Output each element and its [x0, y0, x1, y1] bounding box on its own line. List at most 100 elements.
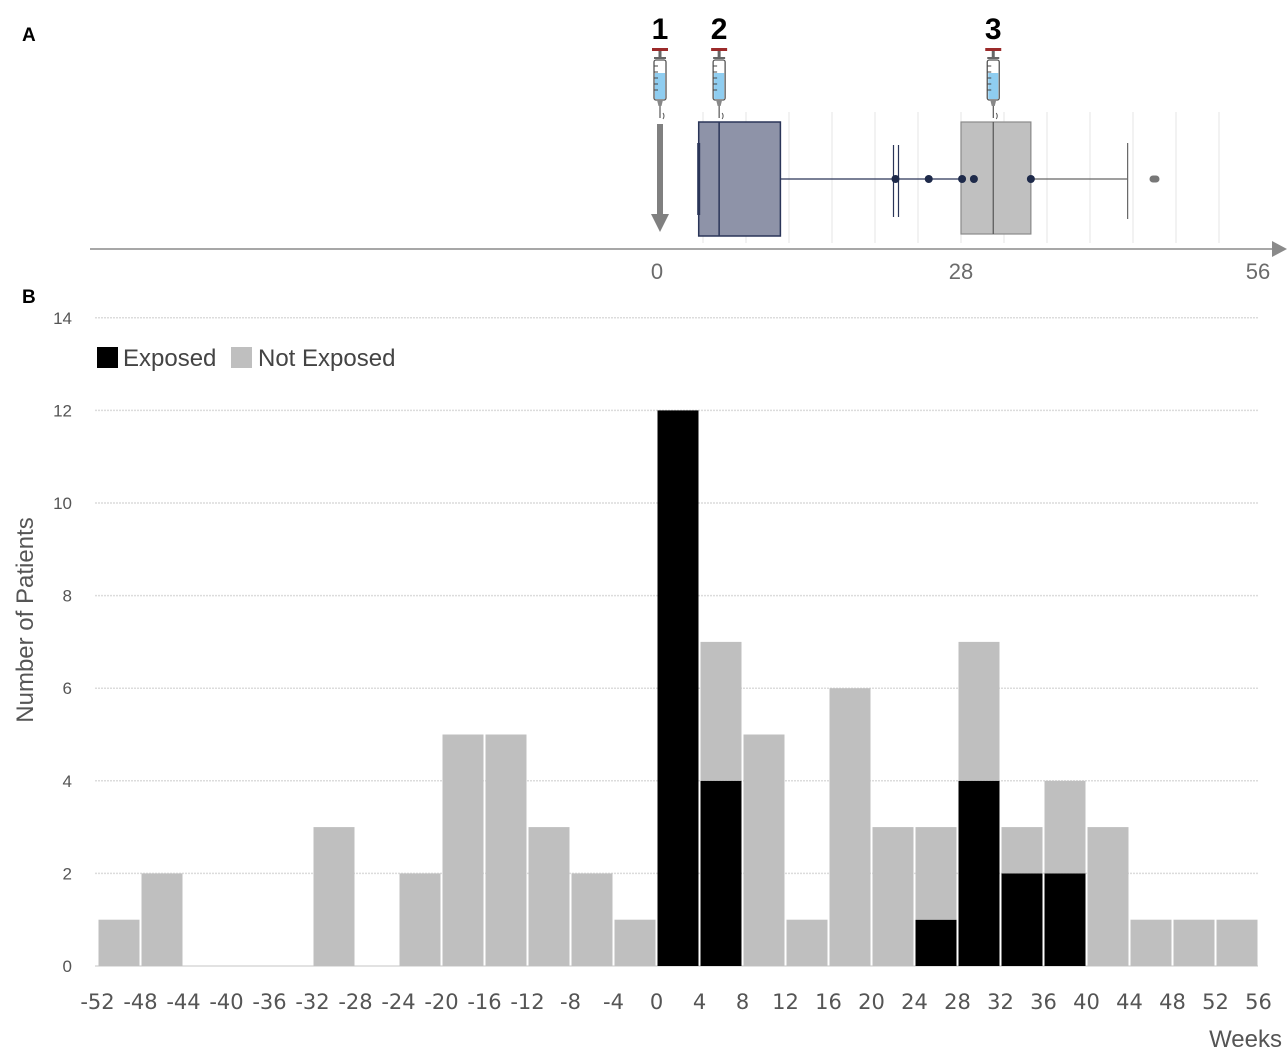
panel-a-axis: 0 28 56: [90, 241, 1287, 284]
bar-not-exposed: [1173, 919, 1215, 966]
bar-exposed: [1001, 873, 1043, 966]
panel-b-y-ticks: 0 2 4 6 8 10 12 14: [53, 309, 72, 976]
box-1: [697, 121, 782, 237]
bar-not-exposed: [98, 919, 140, 966]
x-tick-label: 24: [901, 990, 928, 1014]
syringe-icon: [985, 48, 1002, 120]
x-axis-label: Weeks: [1209, 1026, 1282, 1051]
x-tick-label: 52: [1202, 990, 1229, 1014]
x-tick-label: 16: [815, 990, 842, 1014]
bar-not-exposed: [313, 827, 355, 966]
panel-b-legend: Exposed Not Exposed: [97, 345, 395, 372]
bar-not-exposed: [1087, 827, 1129, 966]
x-tick-label: -32: [295, 990, 329, 1014]
panel-a-boxplot: 1 2 3 0 28 56: [90, 13, 1287, 284]
x-tick-label: -36: [252, 990, 286, 1014]
bar-not-exposed: [399, 873, 441, 966]
x-tick-label: -28: [338, 990, 372, 1014]
dose-number: 2: [711, 13, 728, 46]
x-tick-label: 8: [736, 990, 749, 1014]
x-tick-label: -4: [603, 990, 624, 1014]
bar-not-exposed: [1001, 827, 1043, 874]
y-tick-label: 14: [53, 309, 72, 328]
x-tick-label: 32: [987, 990, 1014, 1014]
bar-not-exposed: [614, 919, 656, 966]
dose-number: 1: [652, 13, 669, 46]
bar-not-exposed: [141, 873, 183, 966]
dose-marker: 2: [711, 13, 728, 120]
x-tick-label: 12: [772, 990, 799, 1014]
outlier-point: [1149, 175, 1160, 183]
a-tick-label: 56: [1246, 259, 1270, 284]
panel-label-b: B: [22, 287, 36, 308]
outlier-point: [969, 175, 978, 183]
x-tick-label: 40: [1073, 990, 1100, 1014]
y-tick-label: 4: [63, 772, 72, 791]
y-tick-label: 2: [63, 864, 72, 883]
panel-a-boxes: [697, 121, 1160, 237]
x-tick-label: 36: [1030, 990, 1057, 1014]
bar-exposed: [1044, 873, 1086, 966]
bar-not-exposed: [829, 688, 871, 966]
x-tick-label: -16: [467, 990, 501, 1014]
x-tick-label: 56: [1245, 990, 1272, 1014]
bar-not-exposed: [1216, 919, 1258, 966]
y-tick-label: 0: [63, 957, 72, 976]
outlier-point: [1026, 175, 1035, 183]
dose-1-arrow-head: [651, 214, 669, 232]
legend-swatch-not-exposed: [231, 347, 252, 368]
bar-exposed: [958, 780, 1000, 966]
legend-label-not-exposed: Not Exposed: [258, 345, 395, 372]
bar-not-exposed: [958, 641, 1000, 781]
outlier-point: [891, 175, 900, 183]
bar-not-exposed: [528, 827, 570, 966]
x-tick-label: 20: [858, 990, 885, 1014]
x-tick-label: -24: [381, 990, 415, 1014]
bar-not-exposed: [915, 827, 957, 920]
bar-not-exposed: [1044, 780, 1086, 874]
bar-not-exposed: [743, 734, 785, 966]
y-axis-label: Number of Patients: [12, 517, 39, 722]
legend-label-exposed: Exposed: [123, 345, 216, 372]
syringe-icon: [711, 48, 728, 120]
x-tick-label: -44: [166, 990, 200, 1014]
y-tick-label: 8: [63, 587, 72, 606]
y-tick-label: 6: [63, 679, 72, 698]
x-tick-label: -12: [510, 990, 544, 1014]
bar-exposed: [657, 410, 699, 966]
bar-not-exposed: [485, 734, 527, 966]
outlier-point: [958, 175, 967, 183]
x-tick-label: -52: [80, 990, 114, 1014]
bar-not-exposed: [700, 641, 742, 781]
x-tick-label: -48: [123, 990, 157, 1014]
x-tick-label: -40: [209, 990, 243, 1014]
x-tick-label: -8: [560, 990, 581, 1014]
dose-markers: 1 2 3: [651, 13, 1002, 232]
bar-not-exposed: [442, 734, 484, 966]
dose-1-arrow-shaft: [657, 124, 663, 216]
x-tick-label: 44: [1116, 990, 1143, 1014]
a-axis-arrowhead: [1272, 241, 1287, 257]
outlier-point: [924, 175, 933, 183]
dose-marker: 1: [652, 13, 669, 120]
syringe-icon: [652, 48, 668, 120]
bar-not-exposed: [872, 827, 914, 966]
bar-exposed: [915, 919, 957, 966]
y-tick-label: 12: [53, 401, 72, 420]
panel-a-gridlines: [702, 112, 1220, 243]
x-tick-label: 4: [693, 990, 706, 1014]
panel-label-a: A: [22, 25, 36, 46]
x-tick-label: 28: [944, 990, 971, 1014]
x-tick-label: -20: [424, 990, 458, 1014]
y-tick-label: 10: [53, 494, 72, 513]
dose-marker: 3: [985, 13, 1002, 120]
panel-b-x-ticks: -52 -48 -44 -40 -36 -32 -28 -24 -20 -16 -12 -8 -4 0 4 8…: [80, 990, 1272, 1014]
a-tick-label: 28: [949, 259, 973, 284]
bar-not-exposed: [571, 873, 613, 966]
legend-swatch-exposed: [97, 347, 118, 368]
x-tick-label: 48: [1159, 990, 1186, 1014]
bar-not-exposed: [786, 919, 828, 966]
a-tick-label: 0: [651, 259, 663, 284]
